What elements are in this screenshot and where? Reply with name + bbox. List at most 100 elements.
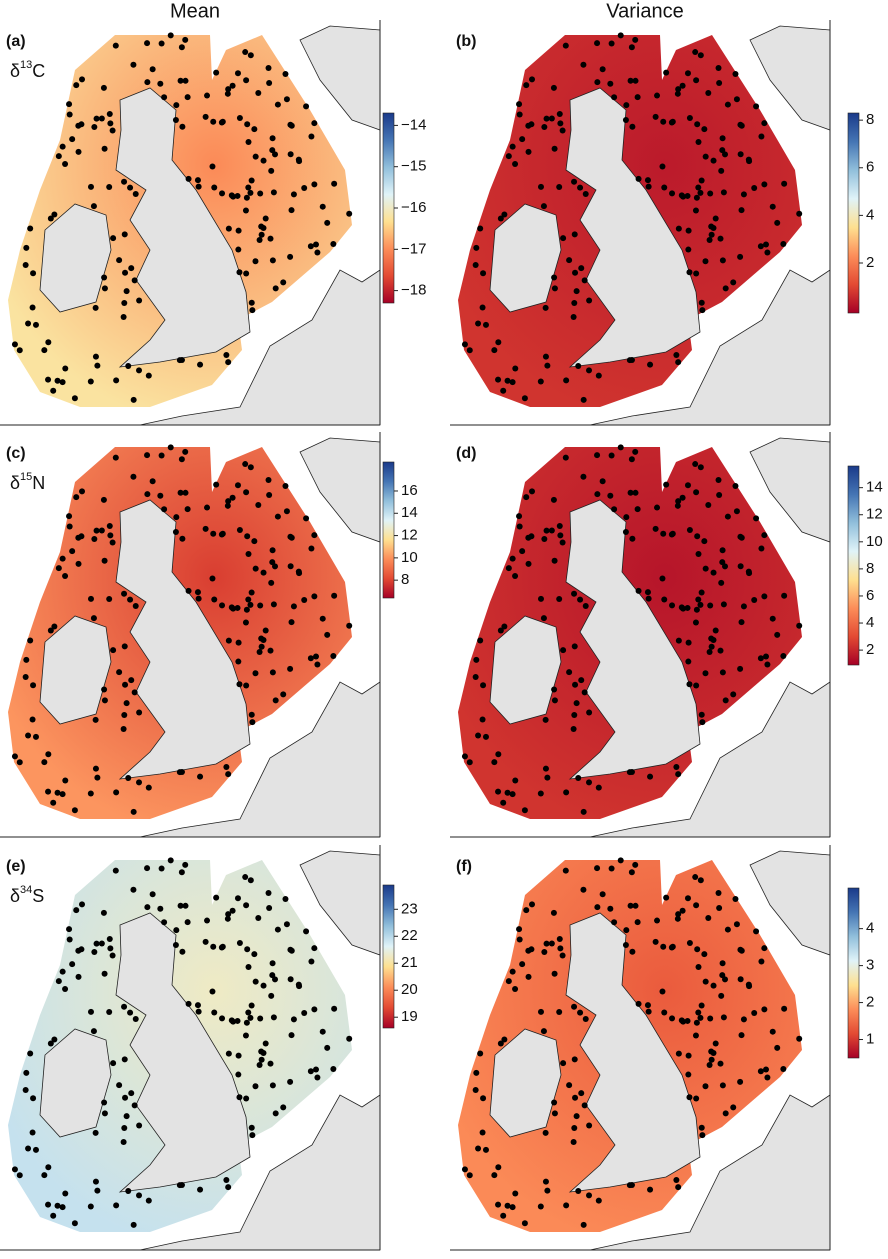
station-dot [290,1016,297,1023]
station-dot [106,183,113,190]
station-dot [59,143,66,150]
station-dot [45,788,52,795]
station-dot [525,560,532,567]
station-dot [544,1187,551,1194]
station-dot [130,886,137,893]
station-dot [274,101,281,108]
station-dot [131,689,138,696]
station-dot [282,71,289,78]
station-dot [764,661,771,668]
station-dot [45,1164,52,1171]
station-dot [512,985,519,992]
station-dot [116,669,123,676]
station-dot [182,36,189,43]
station-dot [245,964,252,971]
station-dot [100,84,107,91]
station-dot [131,277,138,284]
station-dot [516,936,523,943]
station-dot [249,307,256,314]
station-dot [55,978,62,985]
station-dot [663,481,670,488]
station-dot [121,1003,128,1010]
station-dot [243,606,250,613]
station-dot [87,790,94,797]
station-dot [202,525,209,532]
station-dot [519,961,526,968]
station-dot [575,774,582,781]
station-dot [197,361,204,368]
station-dot [627,77,634,84]
station-dot [110,1060,117,1067]
station-dot [500,799,507,806]
station-dot [586,779,593,786]
station-dot [761,181,768,188]
station-dot [101,970,108,977]
station-dot [560,235,567,242]
station-dot [580,61,587,68]
station-dot [697,464,704,471]
station-dot [594,865,601,872]
station-dot [737,946,744,953]
station-dot [45,376,52,383]
station-dot [228,604,235,611]
station-dot [257,602,264,609]
station-dot [707,190,714,197]
panel-label: (e) [6,858,26,875]
station-dot [692,207,699,214]
station-dot [25,1145,32,1152]
station-dot [699,307,706,314]
station-dot [675,1184,682,1191]
station-dot [746,570,753,577]
station-dot [176,357,183,364]
station-dot [177,77,184,84]
station-dot [248,1124,255,1131]
station-dot [722,285,729,292]
station-dot [75,973,82,980]
station-dot [228,192,235,199]
station-dot [185,587,192,594]
station-dot [211,184,218,191]
isotope-part: C [32,61,45,81]
station-dot [248,589,255,596]
station-dot [675,225,682,232]
station-dot [287,946,294,953]
station-dot [730,279,737,286]
station-dot [706,649,713,656]
station-dot [537,183,544,190]
station-dot [92,1129,99,1136]
station-dot [627,489,634,496]
station-dot [308,133,315,140]
station-dot [256,237,263,244]
station-dot [562,42,569,49]
station-dot [571,643,578,650]
station-dot [287,976,294,983]
station-dot [710,157,717,164]
station-dot [268,579,275,586]
station-dot [559,952,566,959]
station-dot [686,1094,693,1101]
station-dot [563,789,570,796]
station-dot [556,935,563,942]
station-dot [223,764,230,771]
station-dot [101,686,108,693]
station-dot [274,513,281,520]
station-dot [176,1182,183,1189]
station-dot [245,184,252,191]
station-dot [30,682,37,689]
station-dot [645,1008,652,1015]
station-dot [796,622,803,629]
station-dot [287,533,294,540]
station-dot [675,771,682,778]
station-dot [331,592,338,599]
station-dot [311,945,318,952]
station-dot [505,978,512,985]
station-dot [580,396,587,403]
colorbar-tick-label: 14 [401,504,418,521]
station-dot [245,139,252,146]
station-dot [764,249,771,256]
station-dot [121,1056,128,1063]
station-dot [738,619,745,626]
isotope-part: δ [10,886,20,906]
station-dot [225,637,232,644]
station-dot [266,492,273,499]
